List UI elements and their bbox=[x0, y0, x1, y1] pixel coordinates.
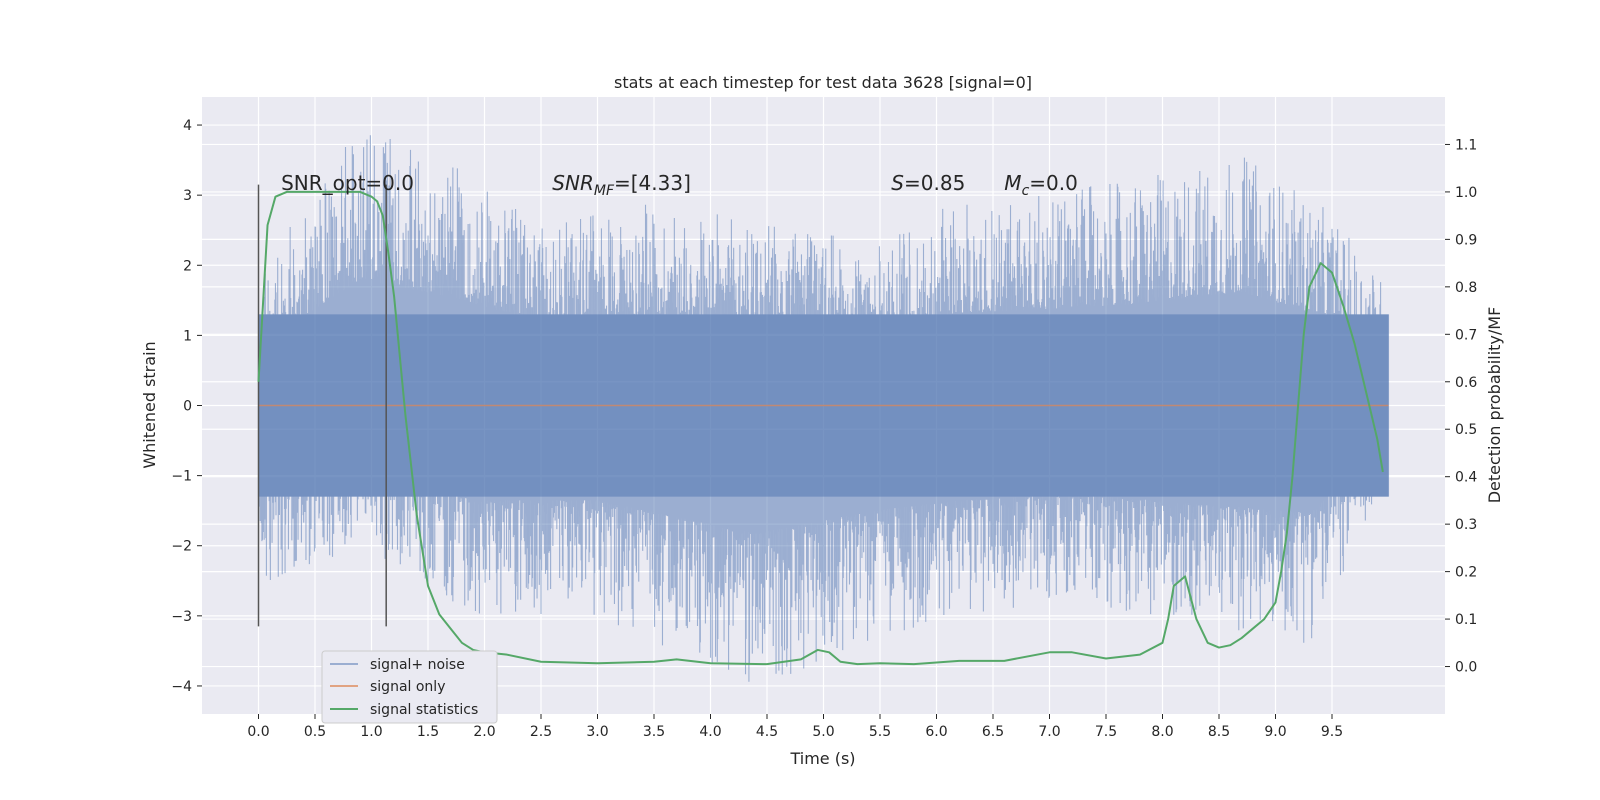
left-tick-label: 1 bbox=[183, 328, 192, 344]
annotation-2: S=0.85 bbox=[891, 171, 965, 195]
annotation-subscript: MF bbox=[594, 183, 615, 199]
x-axis-ticks: 0.0 0.5 1.0 1.5 2.0 2.5 3.0 3.5 4.0 4.5 5.0 5.5 6.0 6… bbox=[247, 714, 1343, 740]
annotation-value: =0.0 bbox=[1029, 171, 1078, 195]
x-tick-label: 9.5 bbox=[1321, 724, 1343, 740]
right-tick-label: 0.5 bbox=[1455, 422, 1477, 438]
right-tick-label: 0.1 bbox=[1455, 612, 1477, 628]
left-axis-title: Whitened strain bbox=[140, 341, 159, 468]
x-tick-label: 6.5 bbox=[982, 724, 1004, 740]
x-tick-label: 1.0 bbox=[360, 724, 382, 740]
annotation-subscript: c bbox=[1022, 183, 1030, 199]
x-tick-label: 2.0 bbox=[473, 724, 495, 740]
right-tick-label: 0.9 bbox=[1455, 232, 1477, 248]
x-axis-title: Time (s) bbox=[789, 749, 855, 768]
x-tick-label: 8.5 bbox=[1208, 724, 1230, 740]
legend-label-signal: signal only bbox=[370, 679, 445, 695]
right-axis-ticks: 1.1 1.0 0.9 0.8 0.7 0.6 0.5 0.4 0.3 0.2 0.1 0.0 bbox=[1445, 137, 1477, 676]
x-tick-label: 9.0 bbox=[1264, 724, 1286, 740]
right-axis-title: Detection probability/MF bbox=[1485, 307, 1504, 504]
annotation-symbol: SNR bbox=[552, 171, 594, 195]
x-tick-label: 3.5 bbox=[643, 724, 665, 740]
signal-statistics-line bbox=[257, 190, 1384, 666]
x-tick-label: 5.5 bbox=[869, 724, 891, 740]
x-tick-label: 1.5 bbox=[417, 724, 439, 740]
annotation-value: =0.85 bbox=[904, 171, 965, 195]
vertical-markers bbox=[257, 184, 387, 627]
x-tick-label: 4.5 bbox=[756, 724, 778, 740]
left-tick-label: 0 bbox=[183, 399, 192, 415]
annotation-value: =[4.33] bbox=[614, 171, 691, 195]
chart-title: stats at each timestep for test data 362… bbox=[614, 73, 1032, 92]
legend-label-noise: signal+ noise bbox=[370, 657, 465, 673]
x-tick-label: 0.5 bbox=[304, 724, 326, 740]
right-tick-label: 0.8 bbox=[1455, 280, 1477, 296]
annotation-symbol: M bbox=[1004, 171, 1021, 195]
left-tick-label: 4 bbox=[183, 118, 192, 134]
x-tick-label: 7.0 bbox=[1038, 724, 1060, 740]
right-tick-label: 0.0 bbox=[1455, 660, 1477, 676]
x-tick-label: 3.0 bbox=[586, 724, 608, 740]
x-tick-label: 2.5 bbox=[530, 724, 552, 740]
left-tick-label: 2 bbox=[183, 258, 192, 274]
x-tick-label: 8.0 bbox=[1151, 724, 1173, 740]
annotation-0: SNR_opt=0.0 bbox=[281, 171, 414, 195]
legend: signal+ noise signal only signal statist… bbox=[321, 650, 498, 724]
x-tick-label: 5.0 bbox=[812, 724, 834, 740]
annotation-1: SNRMF=[4.33] bbox=[552, 171, 691, 199]
right-tick-label: 0.3 bbox=[1455, 517, 1477, 533]
x-tick-label: 7.5 bbox=[1095, 724, 1117, 740]
right-tick-label: 1.1 bbox=[1455, 137, 1477, 153]
right-tick-label: 1.0 bbox=[1455, 185, 1477, 201]
left-tick-label: 3 bbox=[183, 188, 192, 204]
legend-box bbox=[321, 650, 498, 724]
x-tick-label: 0.0 bbox=[247, 724, 269, 740]
left-tick-label: −3 bbox=[171, 609, 192, 625]
annotations: SNR_opt=0.0 SNRMF=[4.33] S=0.85 Mc=0.0 bbox=[281, 171, 1078, 199]
annotation-symbol: S bbox=[891, 171, 904, 195]
right-tick-label: 0.4 bbox=[1455, 470, 1477, 486]
signal-statistics-series bbox=[257, 190, 1384, 666]
right-tick-label: 0.2 bbox=[1455, 565, 1477, 581]
x-tick-label: 4.0 bbox=[699, 724, 721, 740]
left-tick-label: −4 bbox=[171, 679, 192, 695]
legend-label-statistics: signal statistics bbox=[370, 702, 478, 718]
left-axis-ticks: 4 3 2 1 0 −1 −2 −3 −4 bbox=[171, 118, 202, 695]
annotation-3: Mc=0.0 bbox=[1004, 171, 1078, 199]
right-tick-label: 0.7 bbox=[1455, 327, 1477, 343]
left-tick-label: −1 bbox=[171, 469, 192, 485]
left-tick-label: −2 bbox=[171, 539, 192, 555]
right-tick-label: 0.6 bbox=[1455, 375, 1477, 391]
x-tick-label: 6.0 bbox=[925, 724, 947, 740]
